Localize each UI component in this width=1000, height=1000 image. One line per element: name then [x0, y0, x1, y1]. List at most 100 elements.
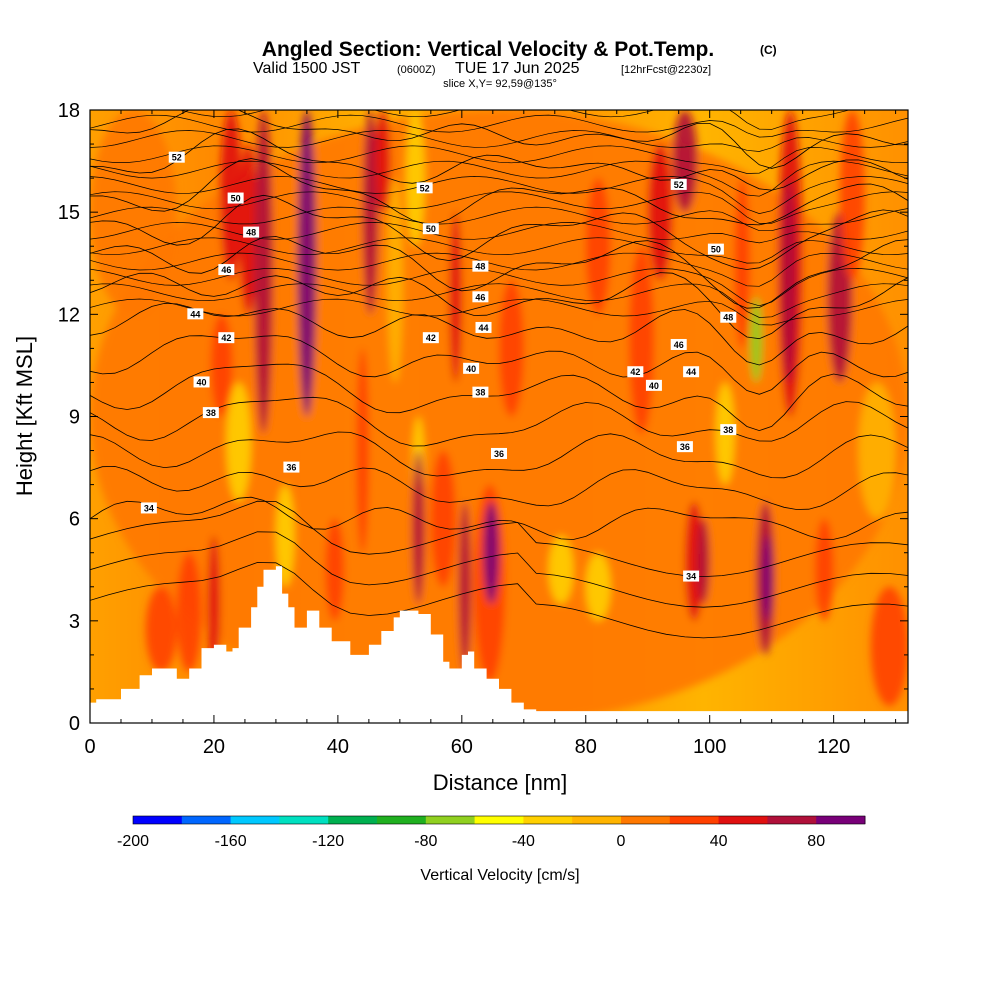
- velocity-cell: [734, 178, 750, 349]
- subtitle-fcst: [12hrFcst@2230z]: [621, 64, 711, 76]
- velocity-cell: [483, 501, 499, 604]
- isentrope: [90, 298, 908, 326]
- contour-label-bg: [670, 178, 687, 190]
- contour-label: 52: [420, 183, 430, 193]
- contour-label: 42: [221, 333, 231, 343]
- colorbar-bin: [767, 816, 817, 824]
- subtitle-z: (0600Z): [397, 64, 436, 76]
- velocity-cell: [585, 178, 611, 315]
- isentrope: [90, 268, 908, 307]
- colorbar-label: Vertical Velocity [cm/s]: [420, 867, 579, 884]
- isentrope: [90, 465, 908, 510]
- velocity-cell: [815, 518, 834, 621]
- colorbar-bin: [230, 816, 280, 824]
- contour-label: 50: [711, 245, 721, 255]
- contour-label-bg: [707, 243, 724, 255]
- colorbar-bin: [425, 816, 476, 824]
- velocity-cell: [297, 110, 317, 417]
- contour-label: 52: [172, 153, 182, 163]
- contour-label: 38: [475, 388, 485, 398]
- isentrope: [90, 145, 908, 174]
- y-tick-label: 15: [58, 202, 80, 224]
- contour-label: 40: [197, 377, 207, 387]
- contour-label-bg: [676, 441, 693, 453]
- chart-title: Angled Section: Vertical Velocity & Pot.…: [262, 38, 714, 61]
- contour-label-bg: [463, 362, 480, 374]
- isentrope: [90, 500, 908, 578]
- velocity-cell: [226, 382, 252, 502]
- contour-label-bg: [645, 379, 662, 391]
- contour-label: 48: [723, 313, 733, 323]
- subtitle-valid: Valid 1500 JST: [253, 60, 361, 77]
- contour-label: 44: [478, 323, 488, 333]
- velocity-cell: [176, 552, 202, 672]
- velocity-cell: [362, 110, 379, 315]
- contour-label-bg: [140, 502, 157, 514]
- contour-label: 44: [686, 367, 696, 377]
- isentrope: [90, 176, 908, 214]
- velocity-cell: [585, 552, 611, 621]
- contour-label: 36: [494, 449, 504, 459]
- contour-label-bg: [720, 424, 737, 436]
- velocity-cell: [254, 110, 273, 434]
- velocity-cell: [647, 144, 673, 281]
- contour-label: 46: [221, 265, 231, 275]
- colorbar: -200 -160 -120 -80 -40 0 40 80: [117, 815, 866, 850]
- plot-area: 52 52 52 50 50 50 48 48 48 46 46 46 44 44 44 42 42 42 40 40…: [90, 110, 908, 723]
- contour-label: 46: [674, 340, 684, 350]
- contour-label: 40: [649, 381, 659, 391]
- contour-label-bg: [720, 311, 737, 323]
- isentrope: [90, 191, 908, 224]
- y-tick-label: 18: [58, 100, 80, 122]
- isentrope: [178, 110, 851, 130]
- colorbar-bin: [816, 816, 866, 824]
- chart-subtitle: Valid 1500 JST (0600Z) TUE 17 Jun 2025 […: [253, 60, 711, 77]
- velocity-cell: [458, 501, 472, 672]
- isentrope: [90, 302, 908, 366]
- contour-label-bg: [218, 332, 235, 344]
- x-tick-label: 40: [327, 736, 349, 758]
- isentrope: [90, 114, 908, 138]
- contour-label: 50: [231, 194, 241, 204]
- isentrope: [90, 222, 908, 244]
- contour-label-bg: [475, 321, 492, 333]
- contour-label-bg: [422, 332, 439, 344]
- velocity-cell: [684, 501, 704, 621]
- contour-label: 50: [426, 224, 436, 234]
- velocity-cell: [210, 314, 233, 417]
- colorbar-bin: [621, 816, 671, 824]
- contour-labels: 52 52 52 50 50 50 48 48 48 46 46 46 44 44 44 42 42 42 40 40…: [140, 151, 737, 582]
- contour-label: 46: [475, 292, 485, 302]
- isentrope: [90, 396, 908, 447]
- contour-label-bg: [422, 223, 439, 235]
- velocity-cell: [870, 586, 908, 706]
- colorbar-bin: [377, 816, 427, 824]
- contour-label-bg: [283, 461, 300, 473]
- velocity-cell: [749, 297, 763, 383]
- isentrope: [90, 431, 908, 479]
- contour-label: 40: [466, 364, 476, 374]
- contour-label: 38: [723, 425, 733, 435]
- colorbar-frame: [132, 815, 866, 825]
- velocity-cell: [499, 280, 524, 417]
- isentrope: [90, 130, 908, 152]
- contour-label: 36: [286, 463, 296, 473]
- isentrope: [90, 236, 908, 309]
- x-tick-label: 100: [693, 736, 726, 758]
- isentrope: [90, 158, 908, 226]
- contour-label: 34: [144, 503, 154, 513]
- contour-label: 48: [475, 262, 485, 272]
- subtitle-date: TUE 17 Jun 2025: [455, 60, 580, 77]
- colorbar-tick-label: 80: [807, 833, 825, 850]
- velocity-cell: [858, 382, 896, 519]
- contour-label-bg: [202, 407, 219, 419]
- velocity-cell: [325, 518, 345, 621]
- colorbar-bin: [133, 816, 183, 824]
- y-tick-label: 6: [69, 509, 80, 531]
- isentrope: [90, 160, 908, 197]
- contour-label: 42: [630, 367, 640, 377]
- velocity-cell: [387, 178, 403, 383]
- contour-label-bg: [627, 366, 644, 378]
- colorbar-bin: [718, 816, 768, 824]
